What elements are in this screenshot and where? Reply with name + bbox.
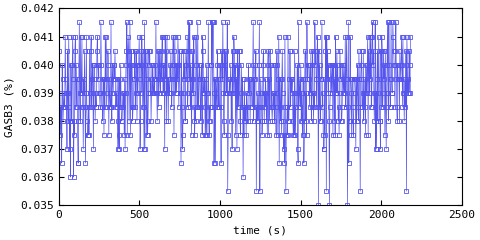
Y-axis label: GASB3 (%): GASB3 (%): [4, 76, 14, 137]
X-axis label: time (s): time (s): [233, 226, 288, 235]
